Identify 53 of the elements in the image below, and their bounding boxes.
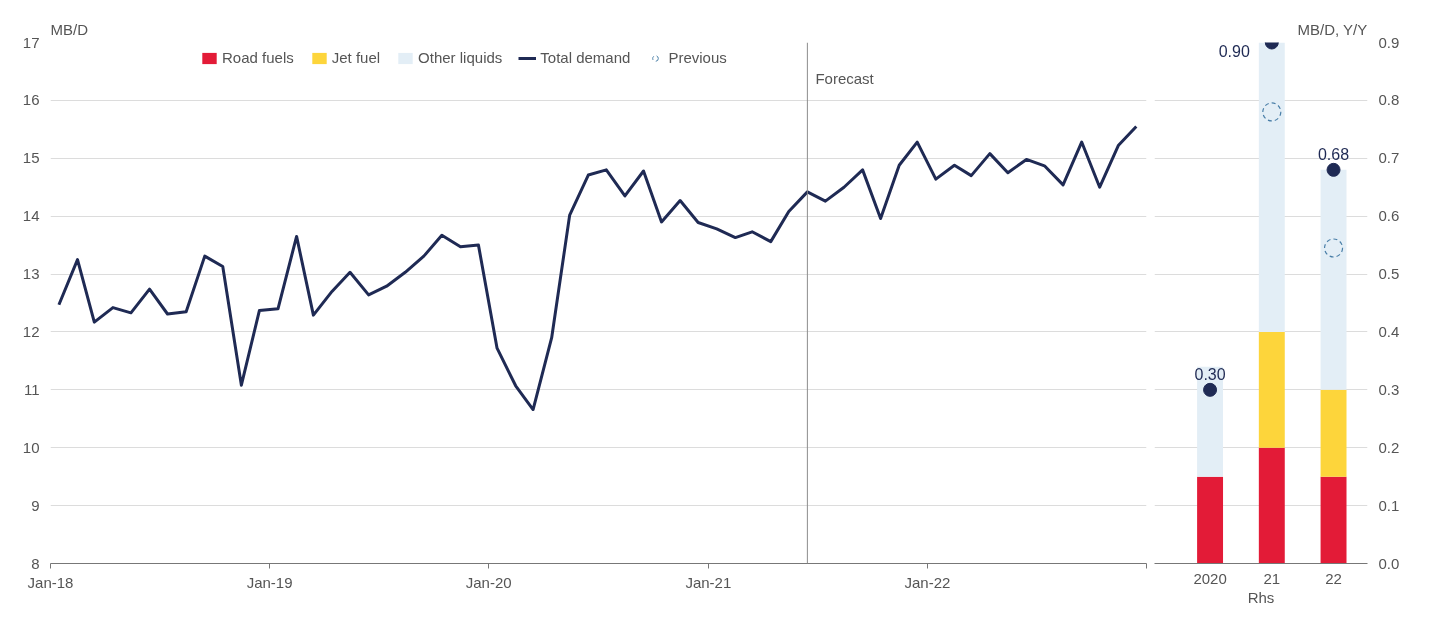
bar (1320, 476, 1347, 564)
bar (1320, 169, 1347, 390)
y2-tick-label: 0.8 (1378, 91, 1400, 109)
y2-tick-label: 0.5 (1378, 265, 1400, 283)
y-tick-label: 11 (23, 380, 40, 398)
y2-tick-label: 0.7 (1378, 149, 1400, 167)
y-tick-label: 15 (22, 149, 40, 167)
data-label: 0.30 (1194, 365, 1226, 383)
legend-label: Road fuels (222, 49, 294, 66)
bar (1197, 476, 1224, 564)
y2-tick-label: 0.1 (1378, 496, 1400, 514)
bar (1258, 331, 1285, 448)
x-axis-title: Rhs (1247, 588, 1275, 606)
y2-axis-title: MB/D, Y/Y (1297, 20, 1368, 38)
x-tick-label: Jan-21 (685, 573, 732, 591)
x-tick-label: 2020 (1193, 569, 1227, 587)
data-label: 0.90 (1218, 42, 1250, 60)
x-tick-label: Jan-19 (246, 573, 293, 591)
y-tick-label: 14 (22, 207, 40, 225)
y-tick-label: 8 (31, 554, 40, 572)
bar (1320, 389, 1347, 477)
legend-label: Other liquids (418, 49, 503, 66)
y2-tick-label: 0.3 (1378, 380, 1400, 398)
legend-label: Total demand (540, 49, 631, 66)
y2-tick-label: 0.6 (1378, 207, 1400, 225)
legend-label: Previous (668, 49, 727, 66)
x-tick-label: Jan-22 (904, 573, 951, 591)
x-tick-label: 21 (1263, 569, 1281, 587)
data-label: 0.68 (1317, 145, 1350, 163)
y-tick-label: 13 (22, 265, 40, 283)
y2-tick-label: 0.2 (1378, 438, 1400, 456)
x-tick-label: 22 (1325, 569, 1342, 587)
point (1323, 238, 1344, 258)
legend-label: Jet fuel (331, 49, 381, 66)
y2-tick-label: 0.9 (1378, 33, 1400, 51)
y2-tick-label: 0.4 (1378, 322, 1400, 340)
point (1326, 162, 1341, 177)
y-tick-label: 9 (31, 496, 40, 514)
bar (1197, 366, 1224, 477)
point (1262, 102, 1282, 122)
bar (1258, 42, 1285, 332)
line-series (57, 124, 1138, 412)
point (1203, 382, 1218, 397)
y-tick-label: 16 (22, 91, 40, 109)
y-axis-title: MB/D (50, 20, 89, 38)
y-tick-label: 12 (22, 322, 40, 340)
y-tick-label: 17 (22, 33, 40, 51)
ref-line-label: Forecast (815, 69, 875, 87)
bar (1258, 447, 1285, 564)
x-tick-label: Jan-20 (465, 573, 512, 591)
y2-tick-label: 0.0 (1378, 554, 1400, 572)
y-tick-label: 10 (22, 438, 40, 456)
x-tick-label: Jan-18 (27, 573, 74, 591)
